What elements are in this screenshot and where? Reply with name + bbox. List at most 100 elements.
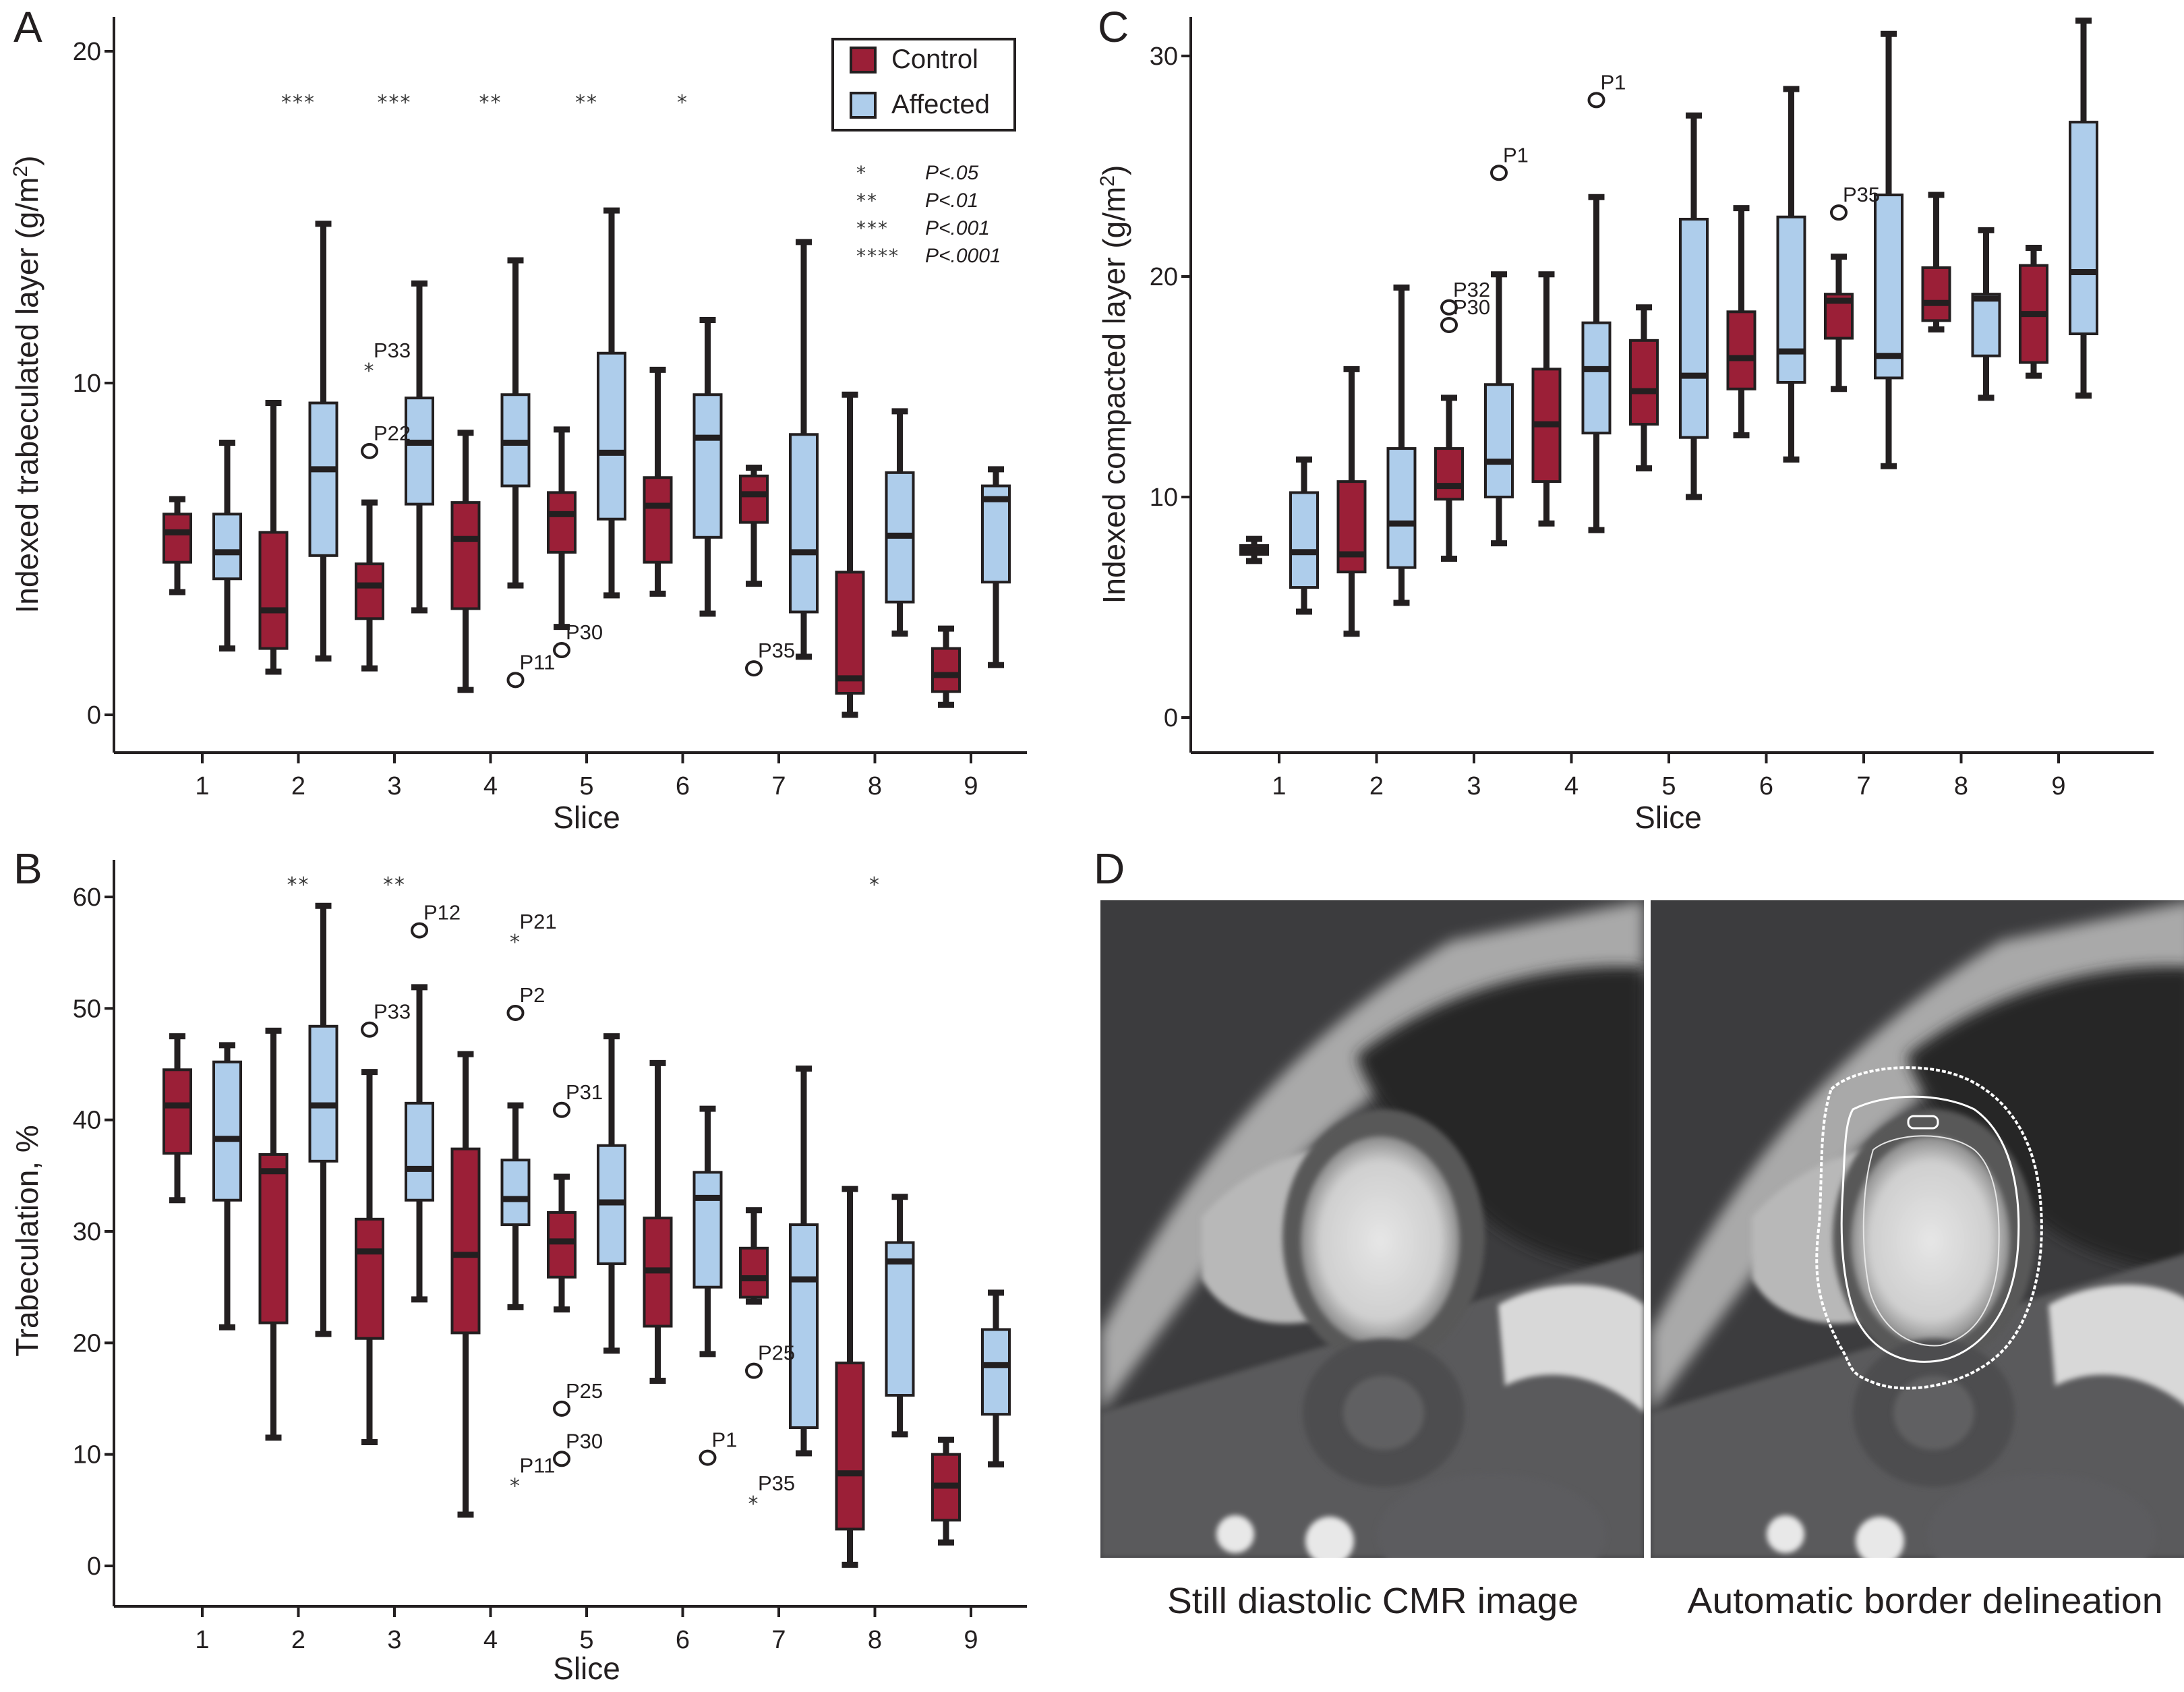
panel-a-affected-box [308,401,338,557]
panel-b-significance-mark: ** [287,873,310,897]
panel-c-affected-box [1971,293,2001,357]
panel-b-control-box [450,1147,481,1335]
panel-b-x-tick-label: 9 [964,1626,978,1654]
panel-b-outlier-circle [699,1449,717,1466]
panel-a-x-tick-label: 3 [387,772,401,800]
panel-b-y-tick-label: 0 [87,1552,101,1581]
panel-b-outlier-label: P30 [566,1429,603,1453]
legend: Control Affected [831,38,1016,132]
endocardial-border [1840,1095,2020,1363]
x-axis-title-a: Slice [553,800,620,835]
panel-b-significance-mark: * [869,873,881,897]
panel-b-outlier-circle [506,1004,525,1021]
panel-c-x-tick-label: 6 [1759,772,1773,800]
panel-c-outlier-label: P32 [1453,278,1490,301]
panel-b-control-box [258,1153,289,1324]
key-stars-2: ** [856,189,878,212]
panel-a-x-tick-label: 8 [868,772,882,800]
panel-a-affected-box [789,433,819,614]
panel-a-control-box [450,501,481,610]
panel-b-affected-box [308,1024,338,1163]
y-axis-title-c-sup: 2 [1096,175,1119,187]
panel-b-control-box [163,1068,192,1155]
panel-a-outlier-label: P11 [520,650,556,674]
panel-a-y-tick-label: 10 [73,370,101,398]
panel-b-y-tick-label: 40 [73,1107,101,1135]
panel-a-control-box [355,562,384,620]
panel-b-y-tick-label: 30 [73,1218,101,1246]
y-axis-title-b: Trabeculation, % [9,1125,45,1356]
panel-c-x-tick-label: 9 [2051,772,2065,800]
panel-b-x-tick-label: 5 [579,1626,593,1654]
panel-label-b: B [13,844,42,893]
panel-d: D [1094,844,2184,1621]
panel-a-outlier-label: P35 [758,639,795,662]
panel-c-y-tick-label: 0 [1164,704,1178,732]
panel-a-outlier-label: P22 [374,421,411,445]
key-label-1: P<.05 [925,162,979,184]
panel-a-outlier-circle [506,672,525,689]
panel-b-x-tick-label: 6 [676,1626,690,1654]
panel-b-affected-box [789,1223,819,1429]
panel-b-x-tick-label: 2 [291,1626,305,1654]
panel-b-control-box [355,1217,384,1340]
panel-b-affected-box [885,1241,915,1397]
panel-c-outlier-circle [1490,165,1508,181]
panel-a-outlier-asterisk: * [364,359,376,383]
panel-b-outlier-circle [553,1101,570,1118]
panel-a-control-box [739,474,769,524]
panel-c-y-tick-label: 20 [1150,263,1178,291]
legend-label-control: Control [891,45,978,74]
papillary-contour [1907,1115,1939,1130]
panel-b-outlier-circle [361,1021,378,1038]
panel-c-x-tick-label: 8 [1954,772,1968,800]
y-axis-title-a-main: Indexed trabeculated layer (g/m [9,177,45,614]
panel-c-affected-box [1581,321,1612,435]
panel-a-significance-mark: ** [575,91,598,115]
panel-b-outlier-asterisk: * [510,1475,521,1498]
panel-a-affected-box [405,397,434,506]
panel-a-control-box [163,513,192,564]
panel-a-outlier-label: P33 [374,339,411,362]
panel-b-outlier-label: P31 [566,1080,603,1104]
panel-a-outlier-circle [553,642,570,659]
panel-b-control-box [835,1362,865,1531]
panel-a-affected-box [692,393,723,539]
panel-c-control-box [1921,266,1951,322]
key-label-3: P<.001 [925,217,990,239]
panel-c-outlier-circle [1440,316,1458,333]
panel-b-y-tick-label: 50 [73,995,101,1023]
panel-b-affected-box [212,1060,242,1202]
panel-c-outlier-circle [1440,299,1458,316]
trabeculation-border [1862,1135,2000,1347]
panel-b-y-tick-label: 60 [73,883,101,912]
panel-b-outlier-asterisk: * [748,1492,760,1516]
panel-b-outlier-label: P35 [758,1471,795,1495]
panel-b-x-tick-label: 8 [868,1626,882,1654]
panel-c-x-tick-label: 4 [1564,772,1578,800]
caption-still-image: Still diastolic CMR image [1167,1581,1578,1621]
significance-key: * P<.05 ** P<.01 *** P<.001 **** P<.0001 [856,162,1001,267]
panel-b-outlier-label: P12 [423,901,461,925]
panel-a-control-box [835,571,865,695]
panel-b-outlier-label: P11 [520,1454,556,1478]
panel-a-significance-mark: ** [479,91,502,115]
y-axis-title-c-close: ) [1096,165,1131,175]
x-axis-title-b: Slice [553,1651,620,1686]
panel-a-y-tick-label: 20 [73,38,101,66]
panel-a-outlier-circle [745,660,763,677]
y-axis-title-a-sup: 2 [9,166,32,177]
legend-swatch-affected [850,92,877,119]
panel-c-outlier-label: P1 [1601,70,1626,94]
panel-a-control-box [258,531,289,650]
panel-c-outlier-label: P1 [1503,143,1529,167]
panel-b-affected-box [500,1159,531,1227]
panel-a-outlier-circle [361,442,378,459]
panel-c-affected-box [1679,217,1709,439]
panel-c-control-box [1336,480,1367,574]
